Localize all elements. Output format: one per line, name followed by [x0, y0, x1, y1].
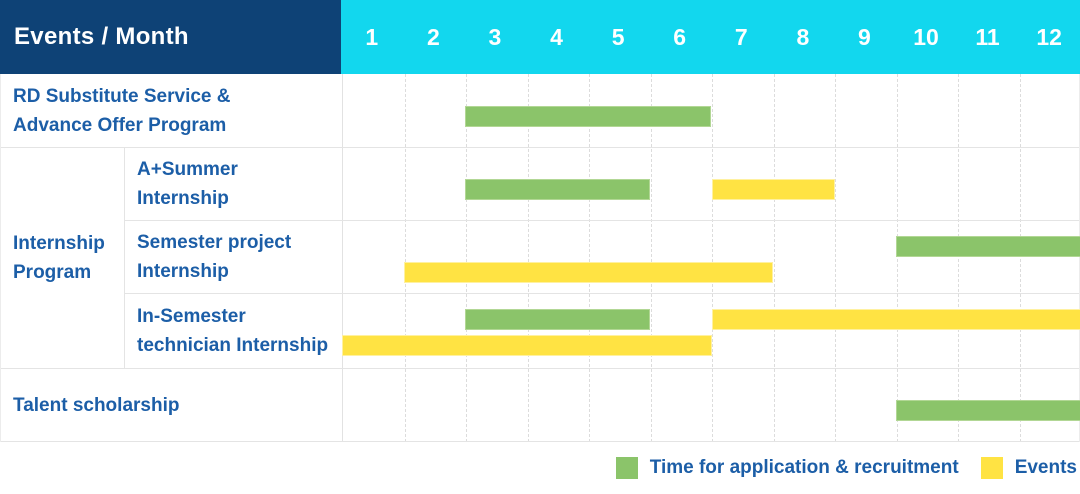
month-gridline [896, 74, 898, 442]
legend: Time for application & recruitment Events [0, 442, 1080, 494]
row-label-line: Internship [137, 260, 229, 282]
month-label: 12 [1036, 23, 1062, 50]
gantt-bar-event [711, 309, 1080, 330]
table-row: A+Summer Internship [1, 147, 1080, 220]
month-label: 3 [488, 23, 502, 50]
month-gridline [712, 74, 713, 442]
row-label-line: In-Semester [137, 305, 246, 327]
chart-body: RD Substitute Service & Advance Offer Pro… [0, 74, 1080, 442]
month-gridline [589, 74, 590, 442]
row-separator [125, 293, 1079, 294]
table-row: Talent scholarship [1, 368, 1080, 442]
gantt-bar-application [465, 309, 650, 330]
group-label-internship-program: Internship Program [1, 147, 125, 368]
month-gridline [527, 74, 529, 442]
table-header: Events / Month 1 2 3 4 5 6 7 8 9 10 11 12 [0, 0, 1080, 74]
month-gridline [1019, 74, 1021, 442]
legend-label-application: Time for application & recruitment [649, 457, 959, 478]
month-gridline [404, 74, 406, 442]
gantt-bar-event [711, 179, 835, 200]
month-gridline [466, 74, 467, 442]
row-label-line: Internship [137, 187, 229, 209]
group-label-line: Program [13, 261, 92, 283]
group-label-line: Internship [13, 232, 105, 254]
month-label: 6 [673, 23, 687, 50]
month-label: 9 [858, 23, 871, 50]
month-header-row: 1 2 3 4 5 6 7 8 9 10 11 12 [341, 0, 1080, 74]
gantt-bar-event [403, 262, 774, 283]
table-row: RD Substitute Service & Advance Offer Pro… [1, 74, 1080, 147]
row-separator [1, 147, 1079, 148]
legend-swatch-application [615, 457, 638, 479]
month-label: 2 [426, 23, 440, 50]
gantt-bar-event [342, 335, 712, 356]
legend-label-event: Events [1014, 457, 1077, 478]
legend-item-application: Time for application & recruitment [615, 457, 959, 479]
month-gridlines [342, 74, 1080, 442]
gantt-bar-application [465, 106, 712, 127]
row-label: Semester project Internship [137, 220, 330, 293]
gantt-bar-application [896, 236, 1080, 257]
row-chart-area [342, 220, 1080, 293]
month-label: 8 [796, 23, 810, 50]
row-label-line: Semester project [137, 231, 292, 253]
month-gridline [773, 74, 775, 442]
row-label-line: A+Summer [137, 158, 238, 180]
row-label: A+Summer Internship [137, 147, 330, 220]
month-gridline [835, 74, 836, 442]
month-label: 7 [734, 23, 748, 50]
row-label-line: RD Substitute Service & [13, 85, 231, 107]
legend-item-event: Events [980, 457, 1077, 479]
month-label: 10 [913, 23, 939, 50]
row-chart-area [342, 147, 1080, 220]
row-separator [1, 368, 1079, 369]
row-chart-area [342, 74, 1080, 147]
row-label-line: Talent scholarship [13, 394, 180, 416]
row-separator [125, 220, 1079, 221]
month-label: 11 [975, 23, 1000, 50]
month-gridline [958, 74, 959, 442]
month-label: 1 [365, 23, 379, 50]
row-label: Talent scholarship [13, 368, 330, 442]
month-gridline [650, 74, 652, 442]
table-row: Semester project Internship [1, 220, 1080, 293]
row-label: In-Semester technician Internship [137, 293, 330, 368]
gantt-bar-application [465, 179, 650, 200]
gantt-bar-application [896, 400, 1080, 421]
month-label: 5 [611, 23, 625, 50]
month-label: 4 [550, 23, 563, 50]
row-chart-area [342, 368, 1080, 442]
row-label-line: Advance Offer Program [13, 114, 227, 136]
row-separator [1, 441, 1079, 442]
table-row: In-Semester technician Internship [1, 293, 1080, 368]
row-chart-area [342, 293, 1080, 368]
legend-swatch-event [980, 457, 1003, 479]
row-label: RD Substitute Service & Advance Offer Pro… [13, 74, 330, 147]
events-month-label: Events / Month [14, 23, 189, 50]
row-label-line: technician Internship [137, 334, 329, 356]
events-month-header-cell: Events / Month [0, 0, 341, 74]
